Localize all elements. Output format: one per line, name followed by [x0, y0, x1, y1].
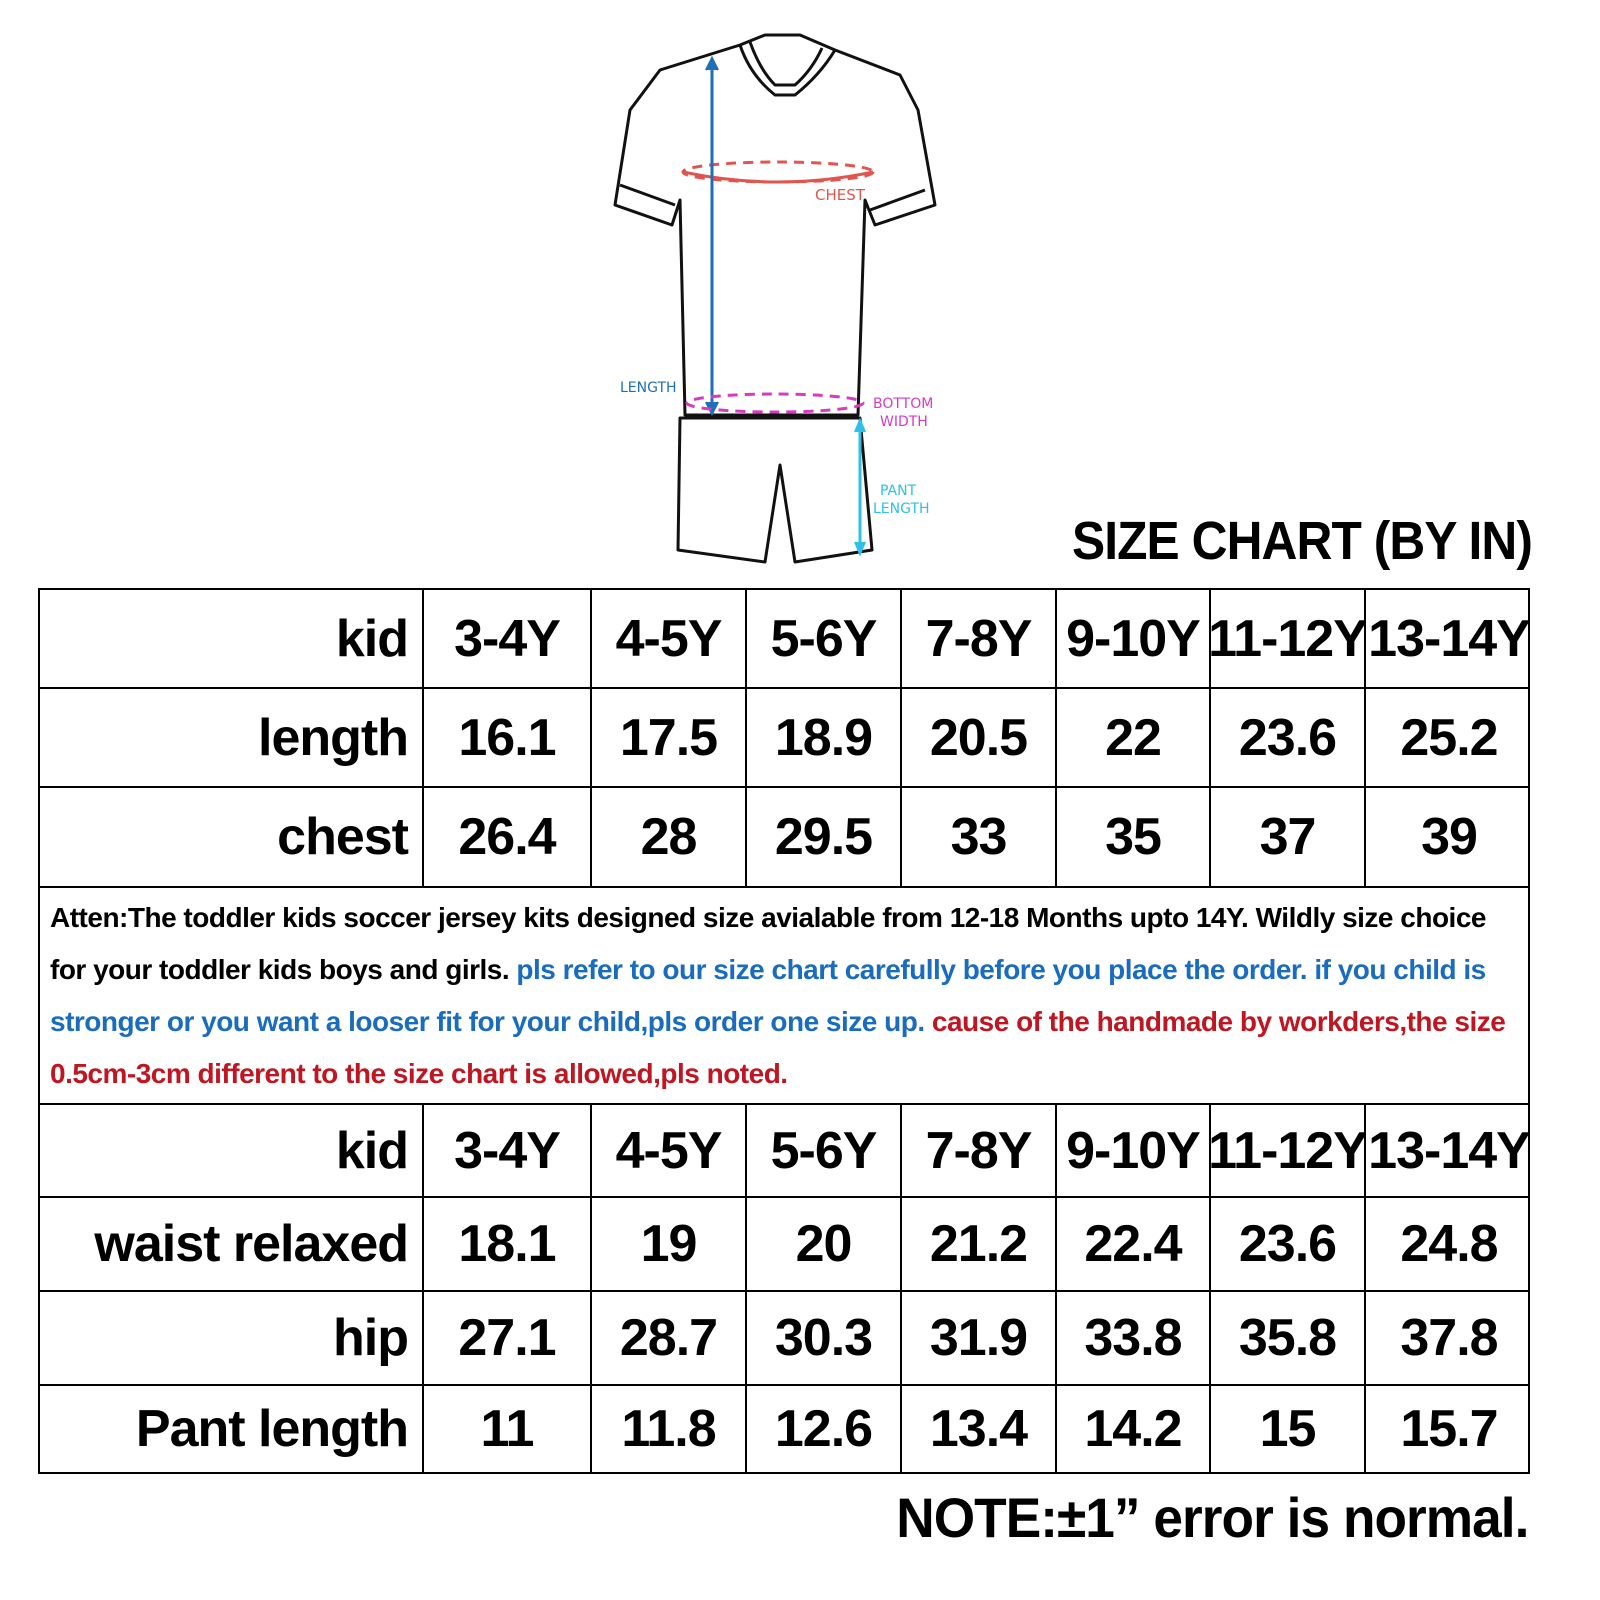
table-row-pant-length: Pant length 11 11.8 12.6 13.4 14.2 15 15…	[40, 1386, 1528, 1472]
header-cell: 3-4Y	[424, 1105, 592, 1196]
header-cell: 5-6Y	[747, 590, 902, 687]
table-cell: 31.9	[902, 1292, 1057, 1384]
header-cell: 4-5Y	[592, 590, 747, 687]
header-cell: 9-10Y	[1057, 1105, 1211, 1196]
table-cell: 22.4	[1057, 1198, 1211, 1290]
size-chart-table: kid 3-4Y 4-5Y 5-6Y 7-8Y 9-10Y 11-12Y 13-…	[38, 588, 1531, 1474]
header-cell: 7-8Y	[902, 590, 1057, 687]
header-cell: kid	[40, 1105, 424, 1196]
table-cell: 37.8	[1400, 1309, 1498, 1367]
table-cell: 25.2	[1400, 708, 1498, 767]
header-cell: 5-6Y	[747, 1105, 902, 1196]
header-cell: 13-14Y	[1368, 1121, 1531, 1180]
header-cell: 11-12Y	[1211, 1105, 1366, 1196]
notes-black: Atten:The toddler kids soccer jersey kit…	[50, 902, 1486, 985]
table-cell: 22	[1057, 689, 1211, 786]
header-cell: 7-8Y	[902, 1105, 1057, 1196]
table-row-hip: hip 27.1 28.7 30.3 31.9 33.8 35.8 37.8	[40, 1292, 1528, 1386]
table-cell: 15.7	[1400, 1400, 1498, 1458]
row-label: hip	[40, 1292, 424, 1384]
table-cell: 24.8	[1400, 1215, 1498, 1273]
table-cell: 29.5	[747, 788, 902, 886]
table-cell: 17.5	[592, 689, 747, 786]
header-cell: kid	[40, 590, 424, 687]
header-cell: 4-5Y	[592, 1105, 747, 1196]
table-cell: 37	[1211, 788, 1366, 886]
table-cell: 13.4	[902, 1386, 1057, 1472]
jersey-outline	[613, 33, 937, 564]
bottom-width-measure-line	[685, 392, 865, 414]
row-label: chest	[40, 788, 424, 886]
table-cell: 33.8	[1057, 1292, 1211, 1384]
bottom-width-label-2: WIDTH	[880, 414, 928, 430]
table-cell: 23.6	[1211, 1198, 1366, 1290]
top-header-row: kid 3-4Y 4-5Y 5-6Y 7-8Y 9-10Y 11-12Y 13-…	[40, 590, 1531, 689]
header-cell: 9-10Y	[1057, 590, 1211, 687]
table-cell: 28.7	[592, 1292, 747, 1384]
header-cell: 3-4Y	[424, 590, 592, 687]
table-cell: 18.1	[424, 1198, 592, 1290]
table-row-waist: waist relaxed 18.1 19 20 21.2 22.4 23.6 …	[40, 1198, 1528, 1292]
bottom-width-label: BOTTOM	[873, 396, 933, 412]
table-cell: 35	[1057, 788, 1211, 886]
table-cell: 28	[592, 788, 747, 886]
table-cell: 19	[592, 1198, 747, 1290]
table-row-length: length 16.1 17.5 18.9 20.5 22 23.6 25.2	[40, 689, 1528, 788]
pant-length-label-2: LENGTH	[873, 501, 930, 517]
table-cell: 27.1	[424, 1292, 592, 1384]
row-label: Pant length	[40, 1386, 424, 1472]
table-cell: 30.3	[747, 1292, 902, 1384]
notes-red: cause of the handmade by workders,the si…	[50, 1006, 1506, 1089]
table-cell: 18.9	[747, 689, 902, 786]
page-title: SIZE CHART (BY IN)	[1071, 511, 1533, 571]
table-cell: 33	[902, 788, 1057, 886]
table-cell: 11	[424, 1386, 592, 1472]
table-cell: 39	[1421, 808, 1478, 866]
table-cell: 14.2	[1057, 1386, 1211, 1472]
table-row-chest: chest 26.4 28 29.5 33 35 37 39	[40, 788, 1528, 888]
notes-blue: pls refer to our size chart carefully be…	[50, 954, 1486, 1037]
header-cell: 11-12Y	[1211, 590, 1366, 687]
table-cell: 21.2	[902, 1198, 1057, 1290]
table-cell: 26.4	[424, 788, 592, 886]
table-cell: 20.5	[902, 689, 1057, 786]
table-cell: 12.6	[747, 1386, 902, 1472]
bottom-header-row: kid 3-4Y 4-5Y 5-6Y 7-8Y 9-10Y 11-12Y 13-…	[40, 1105, 1531, 1198]
chest-label: CHEST	[815, 186, 866, 204]
attention-notes: Atten:The toddler kids soccer jersey kit…	[40, 888, 1528, 1105]
table-cell: 35.8	[1211, 1292, 1366, 1384]
length-label: LENGTH	[620, 380, 677, 396]
table-cell: 20	[747, 1198, 902, 1290]
row-label: waist relaxed	[40, 1198, 424, 1290]
header-cell: 13-14Y	[1368, 609, 1531, 668]
row-label: length	[40, 689, 424, 786]
pant-length-label: PANT	[880, 483, 917, 499]
table-cell: 15	[1211, 1386, 1366, 1472]
table-cell: 16.1	[424, 689, 592, 786]
table-cell: 11.8	[592, 1386, 747, 1472]
jersey-diagram: CHEST LENGTH BOTTOM WIDTH PANT LENGTH	[613, 33, 937, 564]
table-cell: 23.6	[1211, 689, 1366, 786]
footer-note: NOTE:±1” error is normal.	[895, 1486, 1529, 1549]
